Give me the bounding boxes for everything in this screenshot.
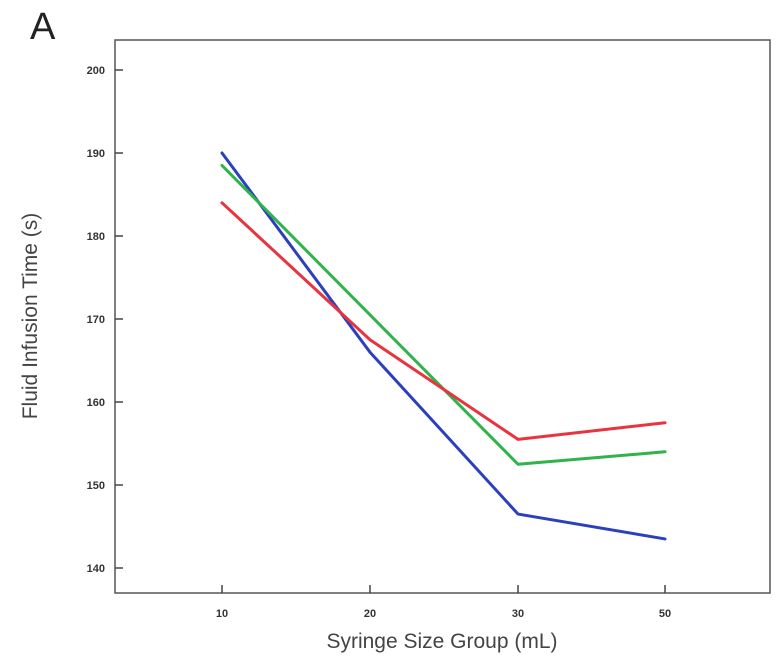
x-tick-label: 50 bbox=[659, 608, 671, 620]
panel-label: A bbox=[30, 6, 56, 48]
plot-frame bbox=[114, 39, 771, 594]
y-axis-title: Fluid Infusion Time (s) bbox=[19, 213, 42, 420]
y-axis: 140 150 160 170 180 190 200 bbox=[87, 65, 123, 575]
series-layer bbox=[220, 151, 667, 541]
y-tick-label: 190 bbox=[87, 148, 105, 160]
x-tick-label: 30 bbox=[512, 608, 524, 620]
x-tick-label: 20 bbox=[364, 608, 376, 620]
x-axis-title: Syringe Size Group (mL) bbox=[326, 630, 557, 653]
y-tick-label: 160 bbox=[87, 397, 105, 409]
series-line-1 bbox=[220, 151, 667, 541]
y-tick-label: 180 bbox=[87, 231, 105, 243]
y-tick-label: 140 bbox=[87, 563, 105, 575]
series-line-3 bbox=[220, 201, 667, 441]
y-tick-label: 200 bbox=[87, 65, 105, 77]
x-axis: 10 20 30 50 bbox=[216, 585, 671, 620]
y-tick-label: 170 bbox=[87, 314, 105, 326]
y-tick-label: 150 bbox=[87, 480, 105, 492]
x-tick-label: 10 bbox=[216, 608, 228, 620]
